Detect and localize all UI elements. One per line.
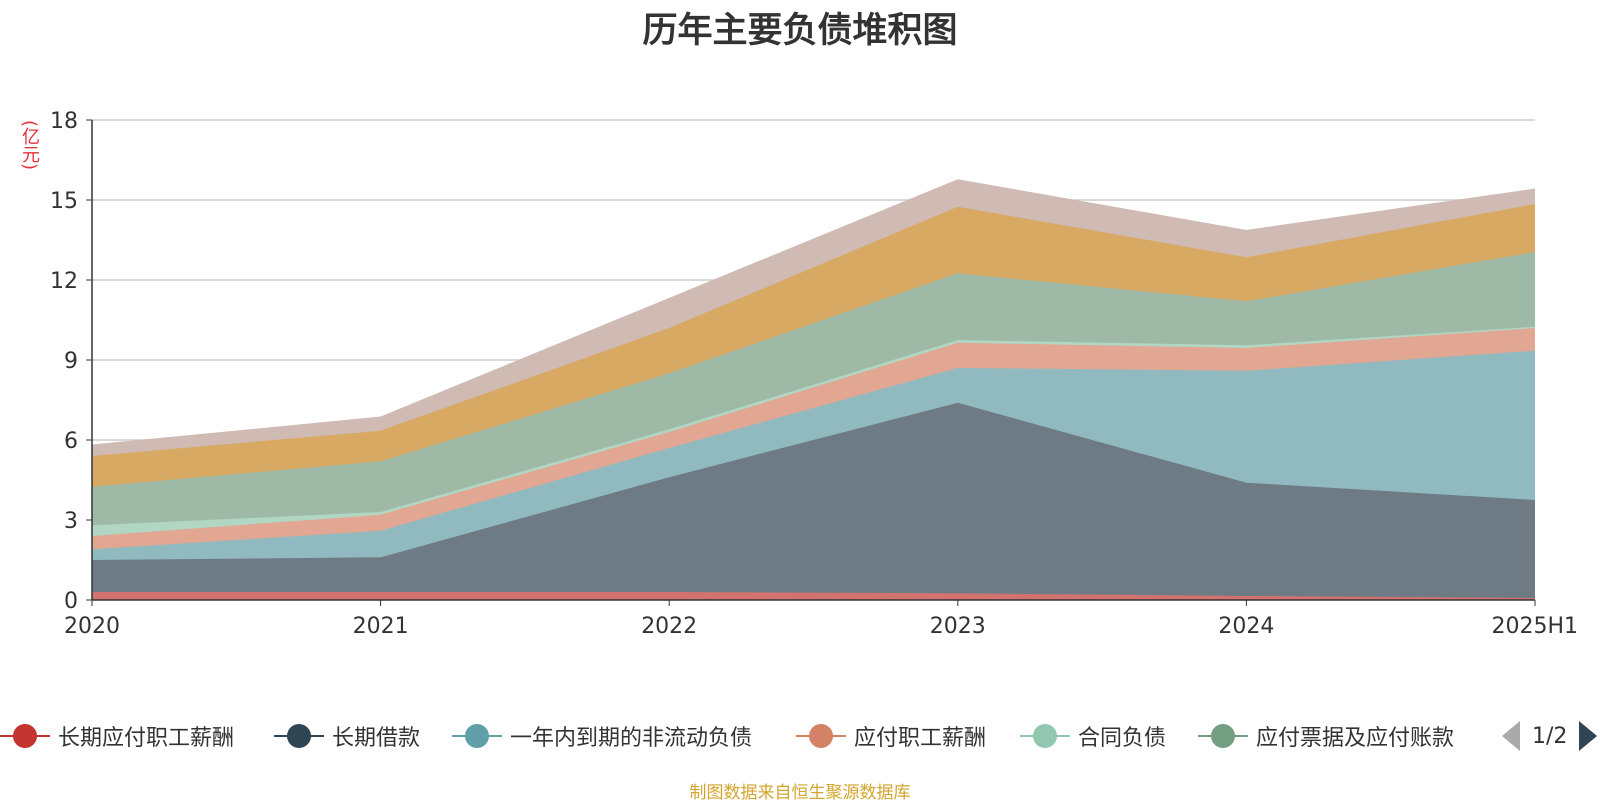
legend-marker-dot (13, 724, 37, 748)
x-tick-label: 2021 (353, 614, 409, 639)
legend-marker-icon (452, 724, 502, 748)
area-series-2 (92, 402, 1535, 598)
triangle-right-icon[interactable] (1579, 721, 1598, 751)
tick-labels: 0 3 6 9 12 15 18 2020 2021 2022 2023 2024 2025H1 (50, 109, 1578, 639)
legend-marker-icon (0, 724, 50, 748)
legend-marker-dot (1033, 724, 1057, 748)
legend-marker-icon (796, 724, 846, 748)
legend-pager: 1/2 (1502, 718, 1598, 754)
legend-label: 应付票据及应付账款 (1256, 726, 1455, 751)
area-series (91, 179, 1536, 600)
legend-item[interactable]: 长期借款 (274, 716, 420, 756)
triangle-left-icon[interactable] (1502, 721, 1520, 751)
legend-marker-icon (1020, 724, 1070, 748)
area-series-6 (92, 252, 1535, 526)
y-tick-label: 9 (64, 349, 78, 374)
x-tick-label: 2020 (64, 614, 120, 639)
legend-item[interactable]: 应付票据及应付账款 (1198, 716, 1454, 756)
x-tick-label: 2022 (641, 614, 697, 639)
legend-marker-dot (809, 724, 833, 748)
legend-page-indicator: 1/2 (1532, 723, 1568, 749)
area-series-4 (92, 328, 1535, 550)
y-tick-label: 18 (50, 109, 78, 134)
area-series-7 (92, 204, 1535, 487)
y-axis-unit-label: (亿元) (19, 120, 40, 171)
legend-label: 长期借款 (332, 726, 421, 751)
legend-label: 长期应付职工薪酬 (58, 726, 235, 751)
y-tick-label: 6 (64, 429, 78, 454)
legend-label: 应付职工薪酬 (854, 726, 987, 751)
legend-item[interactable]: 一年内到期的非流动负债 (452, 716, 752, 756)
data-source-note: 制图数据来自恒生聚源数据库 (689, 783, 911, 803)
legend-marker-dot (465, 724, 489, 748)
chart-title: 历年主要负债堆积图 (642, 11, 958, 51)
area-series-edge-8 (91, 179, 1536, 447)
area-series-1 (92, 592, 1535, 600)
legend-marker-dot (287, 724, 311, 748)
legend-item[interactable]: 长期应付职工薪酬 (0, 716, 234, 756)
x-tick-label: 2023 (930, 614, 986, 639)
y-tick-label: 0 (64, 589, 78, 614)
legend-label: 合同负债 (1078, 726, 1167, 751)
y-tick-label: 15 (50, 189, 78, 214)
area-series-3 (92, 350, 1535, 560)
legend-item[interactable]: 应付职工薪酬 (796, 716, 986, 756)
legend-marker-dot (1211, 724, 1235, 748)
x-tick-label: 2025H1 (1491, 614, 1578, 639)
y-tick-label: 12 (50, 269, 78, 294)
axes (86, 119, 1536, 606)
legend-marker-icon (274, 724, 324, 748)
legend-item[interactable]: 合同负债 (1020, 716, 1166, 756)
legend-label: 一年内到期的非流动负债 (510, 726, 753, 751)
x-tick-label: 2024 (1218, 614, 1274, 639)
y-tick-label: 3 (64, 509, 78, 534)
legend-marker-icon (1198, 724, 1248, 748)
legend: 长期应付职工薪酬 长期借款 一年内到期的非流动负债 应付职工薪酬 合同负债 应付票据及应付… (0, 716, 1600, 756)
